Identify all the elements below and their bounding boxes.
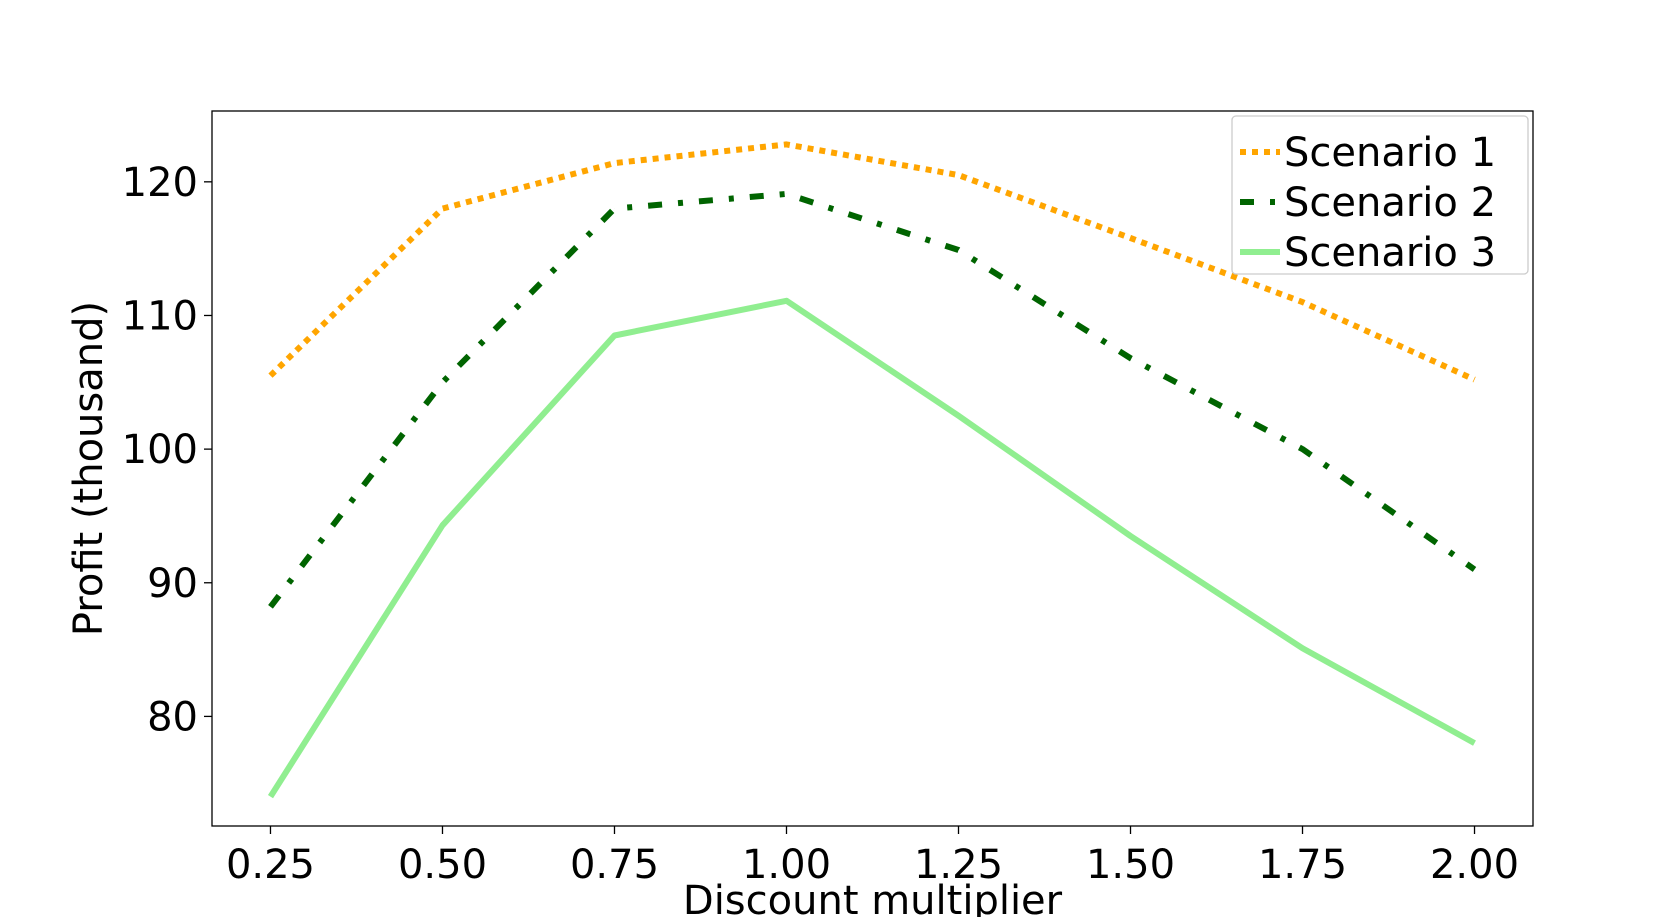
legend-label-3: Scenario 3 [1284, 230, 1496, 276]
x-tick-label: 1.75 [1258, 842, 1347, 888]
y-tick-label: 90 [147, 561, 198, 607]
legend-label-1: Scenario 1 [1284, 130, 1496, 176]
x-tick-label: 0.50 [398, 842, 487, 888]
y-tick-label: 110 [122, 293, 198, 339]
x-tick-label: 0.75 [570, 842, 659, 888]
x-tick-label: 1.50 [1086, 842, 1175, 888]
x-tick-label: 2.00 [1430, 842, 1519, 888]
y-tick-label: 80 [147, 694, 198, 740]
y-axis-ticks: 80 90 100 110 120 [122, 160, 212, 741]
legend-label-2: Scenario 2 [1284, 180, 1496, 226]
y-axis-label: Profit (thousand) [66, 301, 112, 636]
x-axis-label: Discount multiplier [683, 878, 1063, 917]
series-line-3 [271, 301, 1475, 797]
y-tick-label: 120 [122, 160, 198, 206]
x-tick-label: 0.25 [226, 842, 315, 888]
y-tick-label: 100 [122, 427, 198, 473]
